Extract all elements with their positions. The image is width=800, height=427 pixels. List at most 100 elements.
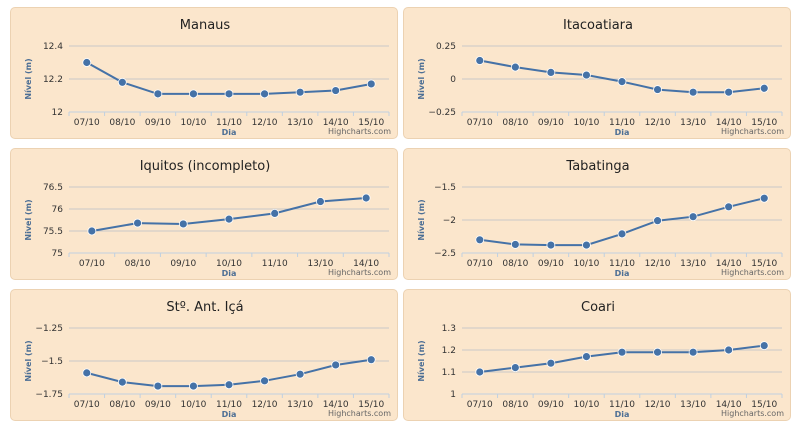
data-point	[117, 77, 127, 87]
x-tick-label: 13/10	[287, 400, 313, 410]
data-point	[617, 229, 627, 239]
data-point	[724, 345, 734, 355]
chart-title: Manaus	[180, 18, 231, 33]
data-point	[653, 85, 662, 94]
x-tick-label: 10/10	[573, 259, 599, 269]
data-point	[366, 355, 376, 365]
y-tick-label: 12.2	[43, 75, 63, 85]
data-point	[153, 89, 163, 99]
chart-panel-tabatinga: Tabatinga −2.5 −2 −1.5 07/10 08/10 09/10 10/10 1…	[403, 148, 791, 280]
data-point	[316, 197, 325, 206]
chart-title: Stº. Ant. Içá	[166, 300, 243, 315]
x-tick-label: 10/10	[180, 118, 206, 128]
data-point	[224, 89, 234, 99]
data-point	[653, 216, 662, 226]
data-point	[475, 56, 485, 65]
data-point	[582, 240, 591, 250]
data-point	[260, 376, 269, 386]
data-point	[546, 358, 556, 368]
highcharts-credit: Highcharts.com	[721, 268, 784, 277]
y-axis-title: Nivel (m)	[24, 199, 33, 240]
y-axis-title: Nível (m)	[417, 199, 426, 240]
data-point	[270, 209, 280, 218]
y-tick-label: 12	[52, 108, 63, 118]
data-point	[617, 347, 627, 357]
chart-svg: Coari 1 1.1 1.2 1.3 07/10 08/10 09/10 10/10 11/10…	[417, 300, 784, 419]
data-point	[331, 360, 341, 370]
chart-panel-manaus: Manaus 12 12.2 12.4 07/10 08/10 09/10 10/10 11/1…	[10, 7, 398, 139]
data-point	[82, 58, 92, 67]
x-tick-label: 09/10	[538, 259, 564, 269]
data-point	[688, 347, 698, 357]
highcharts-credit: Highcharts.com	[328, 268, 391, 277]
x-axis-title: Dia	[615, 269, 630, 278]
x-tick-label: 11/10	[609, 400, 635, 410]
x-axis-title: Dia	[615, 410, 630, 419]
y-tick-label: −0.25	[428, 108, 456, 118]
data-point	[260, 89, 269, 99]
highcharts-credit: Highcharts.com	[721, 127, 784, 136]
y-tick-label: 75	[52, 249, 63, 259]
x-tick-label: 13/10	[680, 118, 706, 128]
x-tick-label: 14/10	[323, 400, 349, 410]
data-point	[189, 89, 198, 99]
y-axis-title: Nível (m)	[24, 58, 33, 99]
x-tick-label: 08/10	[109, 118, 135, 128]
x-tick-label: 09/10	[538, 118, 564, 128]
x-tick-label: 07/10	[74, 118, 100, 128]
x-tick-label: 14/10	[716, 259, 742, 269]
y-axis-title: Nível (m)	[417, 340, 426, 381]
x-tick-label: 12/10	[252, 118, 278, 128]
chart-svg: Tabatinga −2.5 −2 −1.5 07/10 08/10 09/10 10/10 1…	[417, 159, 784, 278]
chart-title: Tabatinga	[565, 159, 629, 174]
x-axis-title: Dia	[615, 128, 630, 137]
x-tick-label: 11/10	[216, 400, 242, 410]
y-tick-label: −2.5	[434, 249, 456, 259]
data-point	[653, 347, 662, 357]
x-tick-label: 07/10	[74, 400, 100, 410]
x-tick-label: 12/10	[645, 400, 671, 410]
x-tick-label: 15/10	[751, 400, 777, 410]
x-tick-label: 13/10	[680, 259, 706, 269]
x-tick-label: 08/10	[502, 259, 528, 269]
y-axis-title: Nível (m)	[24, 340, 33, 381]
x-tick-label: 08/10	[109, 400, 135, 410]
x-tick-label: 12/10	[645, 259, 671, 269]
y-tick-label: 0.25	[436, 42, 456, 52]
data-point	[582, 352, 591, 361]
y-tick-label: 76.5	[43, 183, 63, 193]
x-tick-label: 07/10	[467, 259, 493, 269]
x-tick-label: 14/10	[323, 118, 349, 128]
x-tick-label: 09/10	[538, 400, 564, 410]
series-line	[479, 59, 765, 94]
data-point	[510, 363, 520, 372]
x-tick-label: 11/10	[216, 118, 242, 128]
x-tick-label: 15/10	[751, 118, 777, 128]
data-point	[759, 193, 769, 203]
x-tick-label: 13/10	[307, 259, 333, 269]
chart-panel-sto-ant-ica: Stº. Ant. Içá −1.75 −1.5 −1.25 07/10 08/10 09/…	[10, 289, 398, 421]
x-tick-label: 10/10	[180, 400, 206, 410]
x-tick-label: 13/10	[287, 118, 313, 128]
chart-panel-itacoatiara: Itacoatiara −0.25 0 0.25 07/10 08/10 09/10 10/1…	[403, 7, 791, 139]
data-point	[331, 86, 341, 95]
x-tick-label: 09/10	[145, 400, 171, 410]
y-tick-label: 12.4	[43, 42, 63, 52]
y-tick-label: −1.75	[35, 390, 63, 400]
x-tick-label: 12/10	[252, 400, 278, 410]
x-tick-label: 09/10	[145, 118, 171, 128]
data-point	[546, 68, 556, 77]
chart-title: Itacoatiara	[563, 18, 633, 33]
data-point	[759, 341, 769, 350]
data-point	[361, 193, 371, 203]
x-tick-label: 14/10	[353, 259, 379, 269]
series-line	[86, 61, 372, 95]
chart-svg: Manaus 12 12.2 12.4 07/10 08/10 09/10 10/10 11/1…	[24, 18, 391, 137]
data-point	[295, 369, 305, 379]
y-tick-label: 75.5	[43, 227, 63, 237]
x-tick-label: 15/10	[358, 118, 384, 128]
chart-panel-coari: Coari 1 1.1 1.2 1.3 07/10 08/10 09/10 10/10 11/10…	[403, 289, 791, 421]
data-point	[178, 219, 188, 229]
data-point	[133, 218, 142, 228]
data-point	[224, 214, 234, 224]
